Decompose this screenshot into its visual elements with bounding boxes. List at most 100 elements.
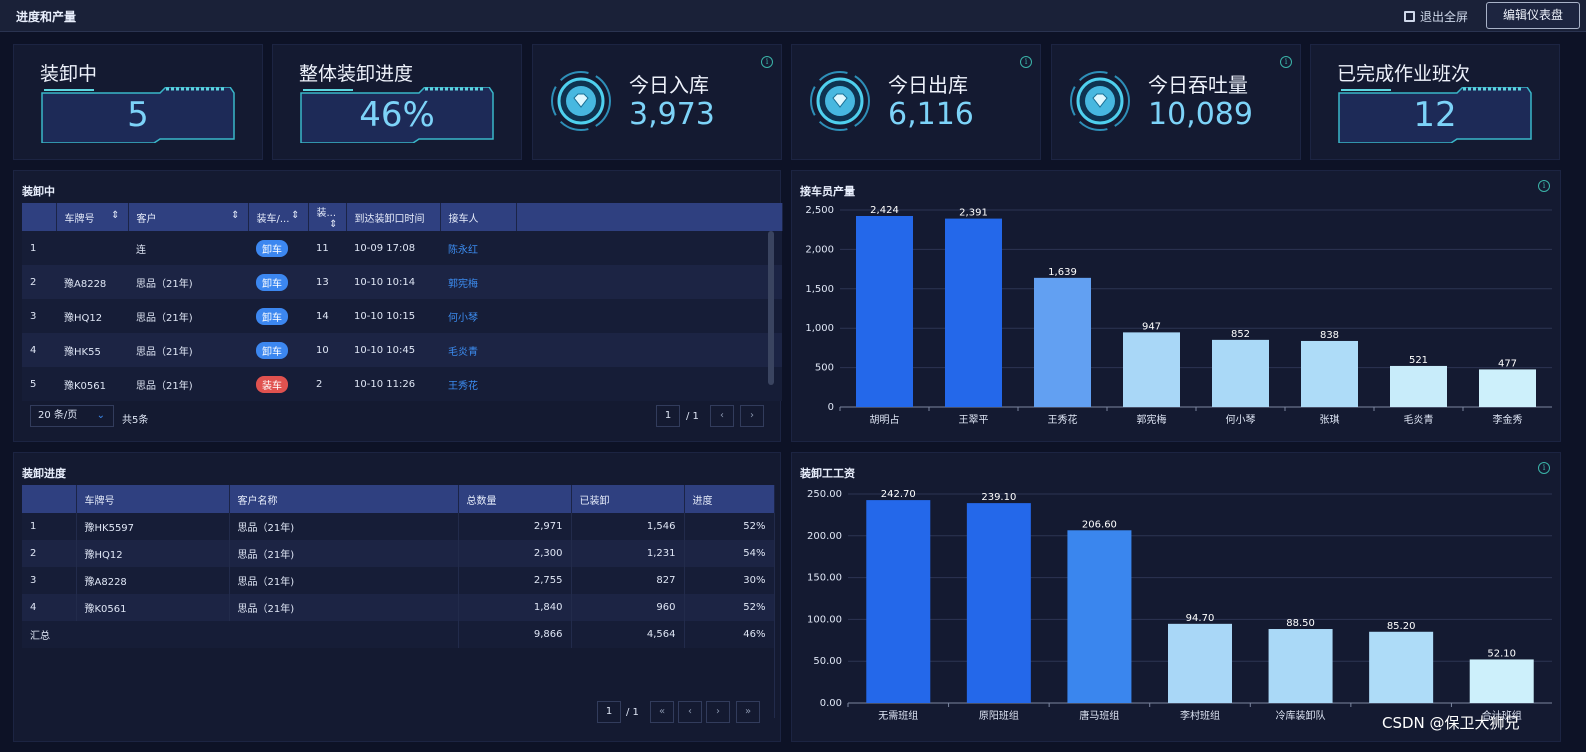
table-row[interactable]: 3 豫A8228 思品（21年) 2,755 827 30%	[22, 567, 775, 594]
row-index: 3	[30, 310, 37, 322]
row-index: 1	[22, 513, 77, 540]
page-input[interactable]: 1	[656, 405, 680, 427]
data-label: 1,639	[1048, 267, 1077, 278]
column-header-qty[interactable]: 装... ⇕	[308, 203, 347, 231]
table-row[interactable]: 2 豫HQ12 思品（21年) 2,300 1,231 54%	[22, 540, 775, 567]
info-icon[interactable]: i	[1280, 56, 1292, 68]
table-row[interactable]: 3 豫HQ12 思品（21年) 卸车 14 10-10 10:15 何小琴	[22, 299, 782, 333]
bar	[945, 218, 1002, 407]
data-label: 2,424	[870, 205, 899, 216]
column-header	[22, 203, 57, 231]
sort-icon[interactable]: ⇕	[291, 209, 300, 221]
sort-icon[interactable]: ⇕	[111, 209, 120, 221]
column-header-plate[interactable]: 车牌号	[76, 485, 230, 513]
kpi-inbound-card: 今日入库 3,973 i	[532, 44, 782, 160]
kpi-throughput-label: 今日吞吐量	[1148, 73, 1248, 97]
empty-cell	[516, 299, 782, 333]
row-index: 1	[30, 242, 37, 254]
customer-cell: 思品（21年)	[229, 567, 459, 594]
customer-cell: 思品（21年)	[229, 540, 459, 567]
person-cell[interactable]: 陈永红	[448, 244, 478, 256]
last-page-button[interactable]: »	[736, 701, 760, 723]
column-header-type[interactable]: 装车/... ⇕	[248, 203, 309, 231]
info-icon[interactable]: i	[1538, 180, 1550, 192]
customer-cell: 思品（21年)	[229, 513, 459, 540]
column-header-person[interactable]: 接车人	[440, 203, 517, 231]
table-row[interactable]: 4 豫HK55 思品（21年) 卸车 10 10-10 10:45 毛炎青	[22, 333, 782, 367]
table-row[interactable]: 5 豫K0561 思品（21年) 装车 2 10-10 11:26 王秀花	[22, 367, 782, 401]
person-cell[interactable]: 王秀花	[448, 380, 478, 392]
y-tick-label: 50.00	[813, 656, 842, 667]
page-input[interactable]: 1	[597, 701, 621, 723]
table-row[interactable]: 2 豫A8228 思品（21年) 卸车 13 10-10 10:14 郭宪梅	[22, 265, 782, 299]
column-header-done[interactable]: 已装卸	[571, 485, 685, 513]
kpi-frame: 5	[40, 86, 236, 144]
x-tick-label: 李村班组	[1180, 709, 1220, 722]
panel-title: 装卸中	[22, 185, 55, 198]
person-cell[interactable]: 何小琴	[448, 312, 478, 324]
first-page-button[interactable]: «	[650, 701, 674, 723]
column-header-total[interactable]: 总数量	[458, 485, 572, 513]
panel-title: 装卸进度	[22, 467, 66, 480]
x-tick-label: 王翠平	[959, 414, 989, 426]
table-row[interactable]: 1 豫HK5597 思品（21年) 2,971 1,546 52%	[22, 513, 775, 540]
data-label: 239.10	[981, 492, 1016, 503]
kpi-outbound-value: 6,116	[888, 97, 974, 132]
data-label: 242.70	[881, 489, 916, 500]
bar	[1469, 659, 1534, 703]
progress-table: 车牌号 客户名称 总数量 已装卸 进度 1 豫HK5597 思品（21年) 2,971…	[22, 485, 775, 718]
type-cell: 卸车	[248, 265, 308, 299]
kpi-inbound-label: 今日入库	[629, 73, 709, 97]
sort-icon[interactable]: ⇕	[329, 219, 338, 230]
bar	[866, 500, 931, 703]
person-cell[interactable]: 郭宪梅	[448, 278, 478, 290]
next-page-button[interactable]: ›	[706, 701, 730, 723]
data-label: 85.20	[1387, 621, 1416, 632]
bar	[1168, 623, 1232, 703]
exit-fullscreen-button[interactable]: 退出全屏	[1404, 8, 1468, 25]
bar	[1212, 339, 1269, 407]
kpi-shifts-label: 已完成作业班次	[1337, 63, 1471, 85]
edit-dashboard-button[interactable]: 编辑仪表盘	[1486, 2, 1580, 29]
y-tick-label: 1,500	[805, 284, 834, 295]
type-cell: 装车	[248, 367, 308, 401]
info-icon[interactable]: i	[1538, 462, 1550, 474]
table-row[interactable]: 1 连 卸车 11 10-09 17:08 陈永红	[22, 231, 782, 265]
wage-panel: 装卸工工资 i 0.00 50.00 100.00 150.00 200.00 250.0…	[791, 452, 1561, 742]
x-tick-label: 王秀花	[1048, 413, 1078, 426]
column-header-customer[interactable]: 客户 ⇕	[128, 203, 249, 231]
plate-cell: 豫HQ12	[64, 312, 103, 324]
empty-row	[22, 648, 775, 718]
next-page-button[interactable]: ›	[740, 405, 764, 427]
x-tick-label: 张琪	[1320, 413, 1340, 426]
table-header-row: 车牌号 ⇕ 客户 ⇕ 装车/... ⇕ 装... ⇕ 到达装卸口时间 接车人	[22, 203, 783, 231]
bar	[1390, 365, 1447, 407]
info-icon[interactable]: i	[1020, 56, 1032, 68]
status-badge: 卸车	[256, 307, 288, 325]
person-cell[interactable]: 毛炎青	[448, 346, 478, 358]
customer-cell: 思品（21年)	[136, 346, 193, 358]
prev-page-button[interactable]: ‹	[678, 701, 702, 723]
column-header-pct[interactable]: 进度	[684, 485, 775, 513]
column-header-time[interactable]: 到达装卸口时间	[346, 203, 441, 231]
time-cell: 10-10 11:26	[354, 378, 416, 390]
plate-cell: 豫A8228	[76, 567, 230, 594]
exit-fullscreen-icon	[1404, 11, 1415, 22]
plate-cell: 豫K0561	[64, 380, 107, 392]
prev-page-button[interactable]: ‹	[710, 405, 734, 427]
sort-icon[interactable]: ⇕	[231, 209, 240, 221]
done-cell: 827	[571, 567, 685, 594]
column-header-plate[interactable]: 车牌号 ⇕	[56, 203, 129, 231]
table-scrollbar[interactable]	[768, 231, 774, 385]
data-label: 477	[1498, 358, 1517, 369]
info-icon[interactable]: i	[761, 56, 773, 68]
empty-cell	[516, 367, 782, 401]
row-index: 4	[30, 344, 37, 356]
y-tick-label: 2,500	[805, 205, 834, 216]
qty-cell: 13	[316, 276, 329, 288]
page-size-select[interactable]: 20 条/页 ⌄	[30, 405, 114, 427]
kpi-inbound-value: 3,973	[629, 97, 715, 132]
diamond-icon	[551, 71, 611, 131]
column-header-customer[interactable]: 客户名称	[229, 485, 459, 513]
table-row[interactable]: 4 豫K0561 思品（21年) 1,840 960 52%	[22, 594, 775, 621]
